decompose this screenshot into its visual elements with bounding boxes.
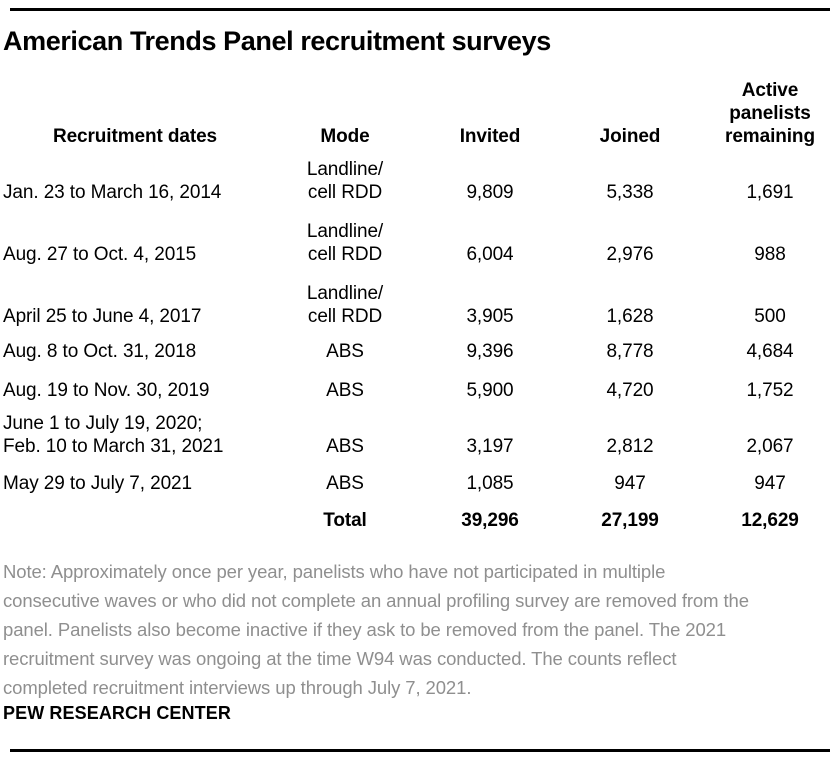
mode-line: Landline/ (306, 221, 384, 242)
cell-joined: 5,338 (606, 182, 654, 203)
mode-line: cell RDD (307, 182, 383, 203)
dates-line: Feb. 10 to March 31, 2021 (3, 436, 224, 457)
cell-recruitment-dates: Aug. 19 to Nov. 30, 2019 (0, 363, 270, 402)
cell-active: 2,067 (746, 436, 794, 457)
table-row: April 25 to June 4, 2017 Landline/ cell … (0, 266, 840, 328)
column-header-joined: Joined (599, 126, 661, 147)
mode-line: cell RDD (307, 244, 383, 265)
column-header-active-panelists: Active panelists remaining (700, 70, 840, 148)
dates-line: Aug. 27 to Oct. 4, 2015 (3, 244, 197, 265)
cell-recruitment-dates: Aug. 8 to Oct. 31, 2018 (0, 328, 270, 363)
cell-active: 988 (754, 244, 786, 265)
mode-line: cell RDD (307, 306, 383, 327)
table-header-row: Recruitment dates Mode Invited Joined Ac… (0, 70, 840, 148)
column-header-recruitment-dates: Recruitment dates (52, 126, 218, 147)
cell-invited: 9,809 (466, 182, 514, 203)
cell-mode: Landline/ cell RDD (270, 266, 420, 328)
cell-joined: 8,778 (606, 341, 654, 362)
cell-mode: Landline/ cell RDD (270, 148, 420, 204)
table-row: Aug. 19 to Nov. 30, 2019 ABS 5,900 4,720… (0, 363, 840, 402)
dates-line: April 25 to June 4, 2017 (3, 306, 202, 327)
table-row: May 29 to July 7, 2021 ABS 1,085 947 947 (0, 458, 840, 495)
cell-mode: Landline/ cell RDD (270, 204, 420, 266)
cell-active: 500 (754, 306, 786, 327)
note-line: recruitment survey was ongoing at the ti… (3, 648, 677, 669)
note-text: Note: Approximately once per year, panel… (3, 557, 825, 702)
cell-invited: 3,905 (466, 306, 514, 327)
mode-line: Landline/ (306, 283, 384, 304)
cell-joined: 2,812 (606, 436, 654, 457)
note-line: completed recruitment interviews up thro… (3, 677, 472, 698)
cell-invited: 9,396 (466, 341, 514, 362)
page-title: American Trends Panel recruitment survey… (3, 26, 551, 56)
cell-total-active: 12,629 (741, 510, 799, 531)
bottom-divider (10, 749, 830, 752)
column-header-active-panelists-label: Active panelists remaining (725, 80, 815, 147)
cell-total-label: Total (323, 510, 367, 531)
table-total-row: Total 39,296 27,199 12,629 (0, 495, 840, 532)
table-row: Aug. 8 to Oct. 31, 2018 ABS 9,396 8,778 … (0, 328, 840, 363)
cell-invited: 6,004 (466, 244, 514, 265)
cell-joined: 2,976 (606, 244, 654, 265)
column-header-invited: Invited (459, 126, 521, 147)
cell-invited: 3,197 (466, 436, 514, 457)
cell-active: 4,684 (746, 341, 794, 362)
cell-mode: ABS (270, 458, 420, 495)
mode-line: ABS (326, 436, 364, 457)
cell-recruitment-dates: June 1 to July 19, 2020; Feb. 10 to Marc… (0, 402, 270, 458)
cell-total-invited: 39,296 (461, 510, 519, 531)
mode-line: Landline/ (306, 159, 384, 180)
cell-mode: ABS (270, 402, 420, 458)
recruitment-table: Recruitment dates Mode Invited Joined Ac… (0, 70, 840, 532)
cell-joined: 1,628 (606, 306, 654, 327)
dates-line: Aug. 8 to Oct. 31, 2018 (3, 341, 197, 362)
mode-line: ABS (326, 341, 364, 362)
table-row: Jan. 23 to March 16, 2014 Landline/ cell… (0, 148, 840, 204)
cell-mode: ABS (270, 363, 420, 402)
note-line: panel. Panelists also become inactive if… (3, 619, 727, 640)
cell-recruitment-dates: April 25 to June 4, 2017 (0, 266, 270, 328)
dates-line: May 29 to July 7, 2021 (3, 473, 192, 494)
cell-active: 1,752 (746, 380, 794, 401)
cell-joined: 947 (614, 473, 646, 494)
column-header-mode: Mode (320, 126, 370, 147)
table-row: June 1 to July 19, 2020; Feb. 10 to Marc… (0, 402, 840, 458)
top-divider (10, 8, 830, 11)
cell-recruitment-dates: Aug. 27 to Oct. 4, 2015 (0, 204, 270, 266)
cell-invited: 5,900 (466, 380, 514, 401)
cell-mode: ABS (270, 328, 420, 363)
cell-active: 1,691 (746, 182, 794, 203)
cell-joined: 4,720 (606, 380, 654, 401)
cell-recruitment-dates: Jan. 23 to March 16, 2014 (0, 148, 270, 204)
note-line: consecutive waves or who did not complet… (3, 590, 749, 611)
table-row: Aug. 27 to Oct. 4, 2015 Landline/ cell R… (0, 204, 840, 266)
dates-line: Aug. 19 to Nov. 30, 2019 (3, 380, 210, 401)
mode-line: ABS (326, 380, 364, 401)
mode-line: ABS (326, 473, 364, 494)
note-line: Note: Approximately once per year, panel… (3, 561, 666, 582)
dates-line: Jan. 23 to March 16, 2014 (3, 182, 222, 203)
cell-total-joined: 27,199 (601, 510, 659, 531)
dates-line: June 1 to July 19, 2020; (3, 413, 203, 434)
cell-recruitment-dates: May 29 to July 7, 2021 (0, 458, 270, 495)
cell-recruitment-dates-empty (0, 495, 270, 532)
source-label: PEW RESEARCH CENTER (3, 703, 231, 723)
cell-active: 947 (754, 473, 786, 494)
cell-invited: 1,085 (466, 473, 514, 494)
